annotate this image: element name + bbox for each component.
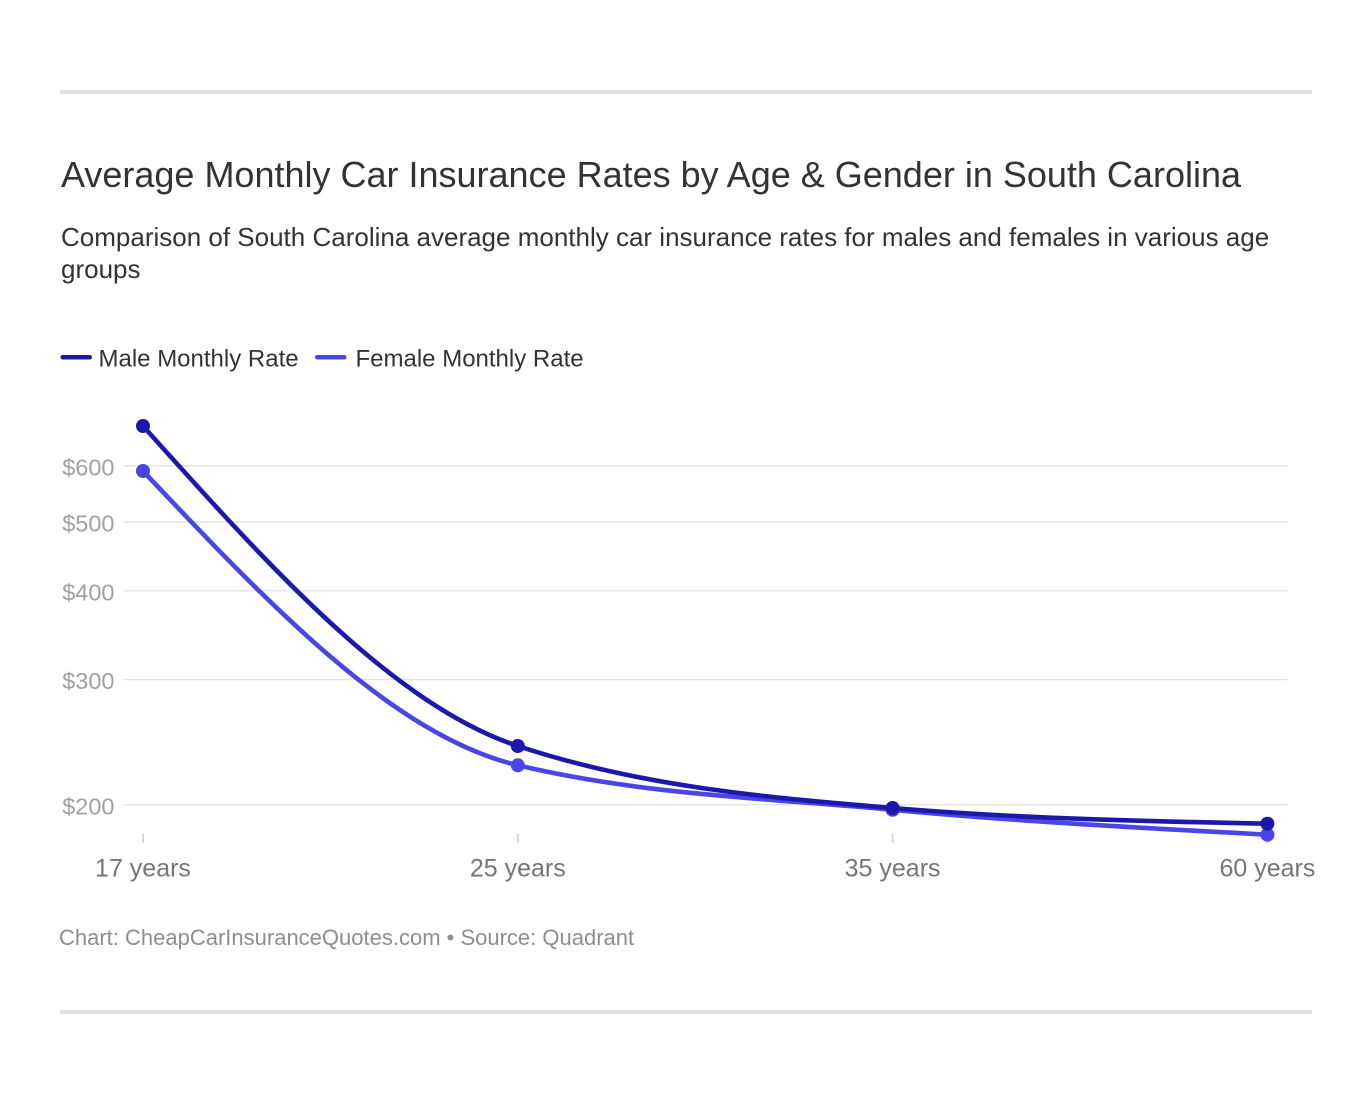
svg-text:$500: $500 — [62, 511, 114, 537]
svg-text:$600: $600 — [62, 454, 114, 480]
svg-text:Comparison of South Carolina a: Comparison of South Carolina average mon… — [61, 222, 1269, 252]
svg-text:Chart: CheapCarInsuranceQuotes: Chart: CheapCarInsuranceQuotes.com • Sou… — [59, 925, 634, 950]
svg-text:groups: groups — [61, 254, 141, 284]
svg-text:35 years: 35 years — [845, 855, 941, 883]
svg-text:17 years: 17 years — [95, 855, 191, 883]
svg-text:60 years: 60 years — [1219, 855, 1315, 883]
svg-text:$300: $300 — [62, 668, 114, 694]
svg-text:Male Monthly Rate: Male Monthly Rate — [99, 346, 299, 373]
svg-text:$200: $200 — [62, 793, 114, 819]
svg-text:Female Monthly Rate: Female Monthly Rate — [356, 346, 584, 373]
svg-text:$400: $400 — [62, 579, 114, 605]
svg-text:25 years: 25 years — [470, 855, 566, 883]
svg-text:Average Monthly Car Insurance: Average Monthly Car Insurance Rates by A… — [61, 154, 1242, 195]
